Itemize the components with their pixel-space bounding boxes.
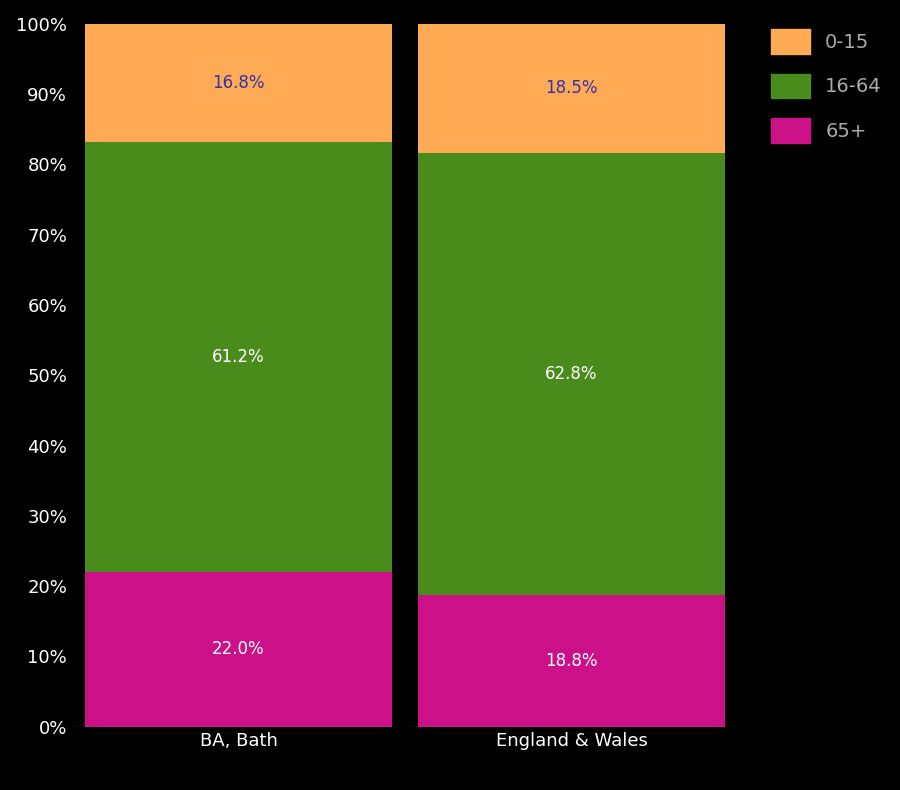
Bar: [418, 153, 724, 595]
Text: 61.2%: 61.2%: [212, 348, 265, 366]
Legend: 0-15, 16-64, 65+: 0-15, 16-64, 65+: [761, 20, 892, 152]
Bar: [418, 595, 724, 727]
Text: 16.8%: 16.8%: [212, 73, 265, 92]
Bar: [86, 24, 392, 142]
Text: 18.5%: 18.5%: [545, 79, 598, 97]
Bar: [86, 572, 392, 727]
Text: 22.0%: 22.0%: [212, 641, 265, 658]
Text: 62.8%: 62.8%: [545, 365, 598, 383]
Bar: [418, 23, 724, 153]
Text: 18.8%: 18.8%: [545, 652, 598, 670]
Bar: [86, 142, 392, 572]
